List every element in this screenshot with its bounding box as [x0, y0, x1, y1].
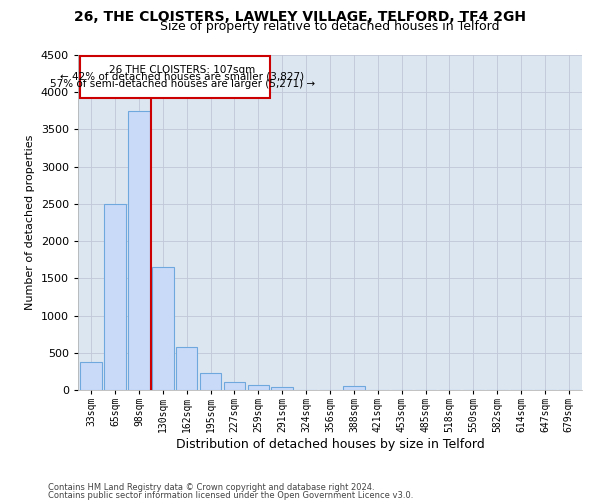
Bar: [176, 347, 197, 390]
Text: 26, THE CLOISTERS, LAWLEY VILLAGE, TELFORD, TF4 2GH: 26, THE CLOISTERS, LAWLEY VILLAGE, TELFO…: [74, 10, 526, 24]
Bar: [104, 204, 126, 390]
Y-axis label: Number of detached properties: Number of detached properties: [25, 135, 35, 310]
Title: Size of property relative to detached houses in Telford: Size of property relative to detached ho…: [160, 20, 500, 33]
Text: 57% of semi-detached houses are larger (5,271) →: 57% of semi-detached houses are larger (…: [50, 79, 315, 89]
Bar: [80, 56, 270, 98]
Text: Contains HM Land Registry data © Crown copyright and database right 2024.: Contains HM Land Registry data © Crown c…: [48, 484, 374, 492]
Bar: [343, 386, 365, 390]
Bar: [271, 387, 293, 390]
Bar: [248, 385, 269, 390]
Text: Contains public sector information licensed under the Open Government Licence v3: Contains public sector information licen…: [48, 490, 413, 500]
Bar: [152, 267, 173, 390]
Bar: [128, 111, 149, 390]
Bar: [80, 362, 102, 390]
Text: ← 42% of detached houses are smaller (3,827): ← 42% of detached houses are smaller (3,…: [60, 72, 304, 82]
Bar: [200, 373, 221, 390]
Bar: [224, 382, 245, 390]
Text: 26 THE CLOISTERS: 107sqm: 26 THE CLOISTERS: 107sqm: [109, 65, 255, 75]
X-axis label: Distribution of detached houses by size in Telford: Distribution of detached houses by size …: [176, 438, 484, 451]
